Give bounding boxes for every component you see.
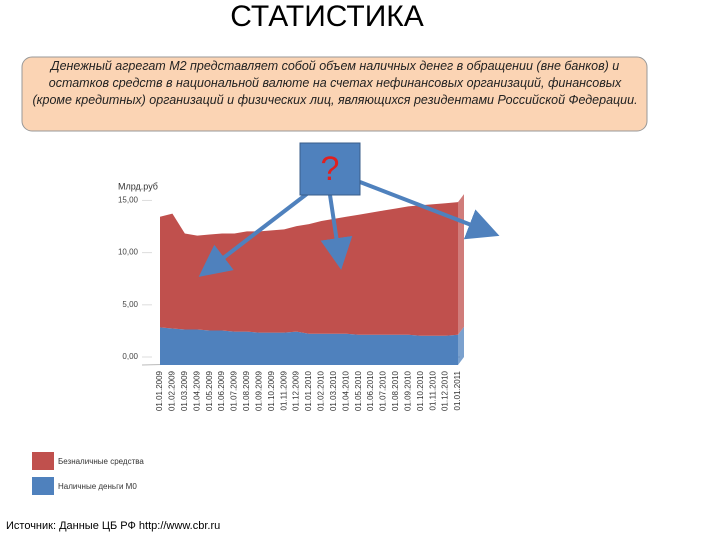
x-tick-label: 01.09.2009 [254, 370, 263, 411]
y-axis-title: Млрд.руб [118, 181, 158, 191]
area [160, 327, 458, 365]
x-tick-label: 01.01.2011 [453, 370, 462, 410]
info-text: Денежный агрегат М2 представляет собой о… [32, 59, 638, 107]
x-tick-label: 01.10.2010 [416, 370, 425, 411]
x-tick-label: 01.12.2010 [441, 370, 450, 411]
x-tick-label: 01.11.2009 [279, 370, 288, 410]
x-tick-label: 01.07.2009 [230, 370, 239, 411]
info-box [21, 56, 648, 132]
y-tick-label: 0,00 [122, 352, 138, 361]
legend-label: Наличные деньги М0 [58, 482, 137, 491]
slide-title: СТАТИСТИКА [230, 0, 424, 33]
x-tick-label: 01.03.2009 [180, 370, 189, 411]
arrow [320, 194, 353, 270]
x-tick-label: 01.09.2010 [403, 370, 412, 411]
y-tick-label: 5,00 [122, 300, 138, 309]
x-tick-label: 01.06.2009 [217, 370, 226, 411]
x-tick-label: 01.08.2010 [391, 370, 400, 411]
x-tick-label: 01.11.2010 [428, 370, 437, 410]
legend-swatch [32, 477, 54, 495]
callout-box [299, 142, 361, 196]
x-tick-label: 01.12.2009 [292, 370, 301, 411]
area [160, 202, 458, 336]
y-tick-label: 10,00 [118, 248, 139, 257]
x-tick-label: 01.06.2010 [366, 370, 375, 411]
x-tick-label: 01.04.2009 [192, 370, 201, 411]
info-wrap: Денежный агрегат М2 представляет собой о… [32, 59, 638, 107]
y-tick-label: 15,00 [118, 196, 139, 205]
x-tick-label: 01.04.2010 [341, 370, 350, 411]
x-tick-label: 01.01.2009 [155, 370, 164, 411]
x-tick-label: 01.07.2010 [379, 370, 388, 411]
x-tick-label: 01.08.2009 [242, 370, 251, 411]
x-tick-label: 01.02.2010 [317, 370, 326, 411]
x-tick-label: 01.01.2010 [304, 370, 313, 411]
source: Источник: Данные ЦБ РФ http://www.cbr.ru [6, 520, 220, 532]
legend-swatch [32, 452, 54, 470]
area-side [458, 326, 464, 365]
x-tick-label: 01.10.2009 [267, 370, 276, 411]
x-tick-label: 01.05.2009 [205, 370, 214, 411]
callout-text: ? [321, 150, 340, 188]
arrow [359, 180, 500, 240]
legend-label: Безналичные средства [58, 457, 144, 466]
x-tick-label: 01.02.2009 [168, 370, 177, 411]
x-tick-label: 01.05.2010 [354, 370, 363, 411]
arrow [198, 188, 314, 277]
area-side [458, 194, 464, 335]
x-tick-label: 01.03.2010 [329, 370, 338, 411]
